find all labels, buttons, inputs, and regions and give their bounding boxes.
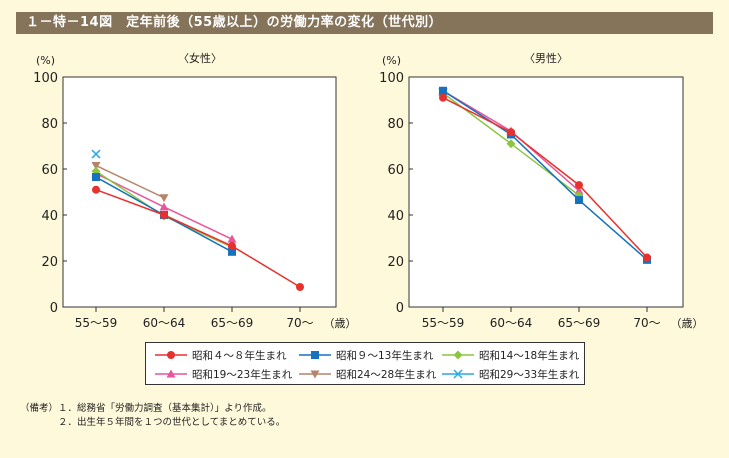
legend-marker-circle-icon — [155, 351, 187, 359]
series-path — [442, 90, 648, 261]
x-tick-label: 60～64 — [490, 316, 533, 330]
marker-triangle-down — [159, 194, 169, 203]
legend-label: 昭和19～23年生まれ — [192, 368, 293, 381]
legend-label: 昭和４～８年生まれ — [192, 349, 287, 362]
note-2: ２．出生年５年間を１つの世代としてまとめている。 — [20, 417, 286, 428]
marker-triangle-down — [310, 370, 320, 379]
marker-triangle-up — [574, 186, 584, 195]
y-tick-label: 0 — [50, 301, 58, 316]
x-tick-label: 60～64 — [143, 316, 186, 330]
series-line — [439, 93, 651, 262]
x-tick-label: 70～ — [633, 316, 660, 330]
legend-item: 昭和19～23年生まれ — [154, 366, 292, 382]
legend-item: 昭和29～33年生まれ — [441, 366, 579, 382]
y-axis-label: (%) — [382, 54, 401, 67]
legend-item: 昭和４～８年生まれ — [154, 347, 287, 363]
marker-diamond — [453, 350, 463, 360]
series-path — [95, 164, 165, 199]
chart-title: 〈女性〉 — [178, 51, 222, 65]
legend-item: 昭和24～28年生まれ — [298, 366, 436, 382]
y-tick-label: 40 — [41, 209, 58, 224]
marker-diamond — [506, 139, 516, 149]
x-axis-label: （歳） — [324, 317, 357, 330]
marker-square — [92, 173, 100, 182]
marker-x — [91, 149, 101, 159]
marker-triangle-up — [227, 234, 237, 243]
marker-triangle-up — [166, 369, 176, 378]
marker-square — [311, 351, 319, 359]
legend-label: 昭和29～33年生まれ — [479, 368, 580, 381]
marker-circle — [643, 253, 651, 262]
series-line — [91, 149, 101, 159]
y-tick-label: 40 — [387, 209, 404, 224]
y-tick-label: 20 — [387, 255, 404, 270]
y-tick-label: 100 — [33, 71, 58, 86]
x-tick-label: 55～59 — [422, 316, 465, 330]
legend-marker-square-icon — [299, 351, 331, 359]
notes: （備考）１．総務省「労働力調査（基本集計）」より作成。 ２．出生年５年間を１つの… — [20, 402, 285, 430]
marker-circle — [439, 93, 447, 102]
x-tick-label: 70～ — [286, 316, 313, 330]
legend-label: 昭和９～13年生まれ — [336, 349, 434, 362]
series-path — [442, 97, 648, 259]
legend-marker-triangle-up-icon — [155, 369, 187, 378]
x-tick-label: 65～69 — [211, 316, 254, 330]
marker-circle — [160, 211, 168, 219]
legend-item: 昭和９～13年生まれ — [298, 347, 433, 363]
legend-label: 昭和24～28年生まれ — [336, 368, 437, 381]
marker-circle — [92, 185, 100, 194]
y-tick-label: 100 — [379, 71, 404, 86]
y-axis-label: (%) — [36, 54, 55, 67]
y-tick-label: 0 — [396, 301, 404, 316]
note-1: （備考）１．総務省「労働力調査（基本集計）」より作成。 — [20, 403, 272, 414]
marker-circle — [228, 242, 236, 251]
legend-item: 昭和14～18年生まれ — [441, 347, 579, 363]
chart-female: 〈女性〉 (%) 0 20 40 60 80 100 55～59 60～64 65～69 70～ （歳） — [33, 51, 357, 330]
series-line — [92, 185, 304, 291]
marker-triangle-up — [159, 202, 169, 211]
figure-title: １－特－14図 定年前後（55歳以上）の労働力率の変化（世代別） — [16, 12, 713, 34]
chart-male: 〈男性〉 (%) 0 20 40 60 80 100 55～59 60～64 65～69 70～ （歳） — [379, 51, 704, 330]
marker-x — [453, 369, 463, 379]
legend: 昭和４～８年生まれ 昭和９～13年生まれ 昭和14～18年生まれ 昭和19～23… — [145, 342, 585, 385]
x-tick-label: 65～69 — [558, 316, 601, 330]
marker-circle — [296, 282, 304, 291]
marker-triangle-down — [91, 162, 101, 171]
chart-title: 〈男性〉 — [524, 51, 568, 65]
y-tick-label: 80 — [41, 117, 58, 132]
plot-area — [62, 76, 337, 308]
series-path — [95, 188, 301, 288]
plot-area — [408, 76, 684, 308]
legend-label: 昭和14～18年生まれ — [479, 349, 580, 362]
y-tick-label: 20 — [41, 255, 58, 270]
y-tick-label: 60 — [41, 163, 58, 178]
series-line — [91, 162, 169, 203]
legend-marker-triangle-down-icon — [299, 370, 331, 379]
marker-square — [228, 247, 236, 256]
marker-circle — [575, 181, 583, 190]
legend-marker-diamond-icon — [442, 350, 474, 360]
x-tick-label: 55～59 — [75, 316, 118, 330]
marker-square — [439, 86, 447, 95]
y-tick-label: 60 — [387, 163, 404, 178]
marker-circle — [167, 351, 175, 359]
legend-marker-x-icon — [442, 369, 474, 379]
marker-circle — [507, 128, 515, 137]
y-tick-label: 80 — [387, 117, 404, 132]
x-axis-label: （歳） — [671, 317, 704, 330]
marker-square — [575, 196, 583, 205]
